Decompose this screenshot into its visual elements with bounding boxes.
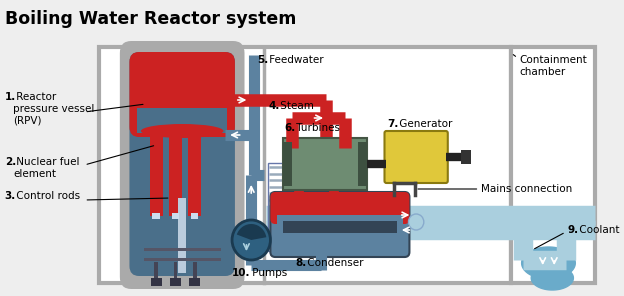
Text: 4.: 4. (268, 101, 280, 111)
Text: Pumps: Pumps (250, 268, 288, 278)
Bar (268, 163, 289, 251)
Text: 7.: 7. (388, 119, 399, 129)
FancyBboxPatch shape (129, 52, 235, 276)
Bar (170, 278, 181, 286)
Bar (193, 262, 197, 280)
Text: 1.: 1. (5, 92, 16, 102)
Bar (150, 136, 163, 216)
Bar (283, 221, 397, 233)
Bar (461, 150, 470, 164)
Circle shape (409, 214, 424, 230)
Bar (144, 248, 220, 251)
Text: Mains connection: Mains connection (481, 184, 573, 194)
Text: Turbines: Turbines (293, 123, 341, 133)
Text: Generator: Generator (396, 119, 452, 129)
Text: Containment
chamber: Containment chamber (520, 55, 587, 77)
Text: Steam: Steam (277, 101, 314, 111)
Text: 5.: 5. (257, 55, 268, 65)
Bar (178, 198, 186, 273)
Bar (173, 262, 177, 280)
Text: 3.: 3. (5, 191, 16, 201)
FancyBboxPatch shape (384, 131, 448, 183)
Bar (150, 278, 162, 286)
Text: Feedwater: Feedwater (266, 55, 323, 65)
Bar (191, 213, 198, 219)
Text: Reactor
pressure vessel
(RPV): Reactor pressure vessel (RPV) (14, 92, 95, 125)
Bar (168, 136, 182, 216)
FancyBboxPatch shape (270, 192, 409, 257)
Bar (152, 213, 160, 219)
Bar (189, 278, 200, 286)
Text: 6.: 6. (285, 123, 296, 133)
Ellipse shape (141, 124, 223, 138)
Polygon shape (531, 266, 573, 290)
FancyBboxPatch shape (120, 41, 245, 289)
Bar (188, 136, 202, 216)
Text: 10.: 10. (232, 268, 251, 278)
Text: Nuclear fuel
element: Nuclear fuel element (14, 157, 80, 178)
Bar (137, 108, 227, 133)
Circle shape (232, 220, 270, 260)
Text: 8.: 8. (295, 258, 306, 268)
Bar (172, 213, 179, 219)
Bar (358, 142, 368, 186)
Bar (154, 262, 158, 280)
Bar (99, 47, 511, 283)
Bar (283, 142, 293, 186)
Bar (283, 138, 368, 190)
Bar (511, 47, 595, 283)
Wedge shape (236, 224, 266, 240)
Polygon shape (522, 247, 575, 279)
Bar (277, 215, 402, 225)
FancyBboxPatch shape (270, 192, 409, 224)
FancyBboxPatch shape (129, 52, 235, 137)
Text: Control rods: Control rods (14, 191, 80, 201)
Text: Condenser: Condenser (304, 258, 363, 268)
Bar (144, 258, 220, 261)
Text: 2.: 2. (5, 157, 16, 167)
Text: Coolant: Coolant (577, 225, 620, 235)
Text: Boiling Water Reactor system: Boiling Water Reactor system (5, 10, 296, 28)
Text: 9.: 9. (568, 225, 579, 235)
